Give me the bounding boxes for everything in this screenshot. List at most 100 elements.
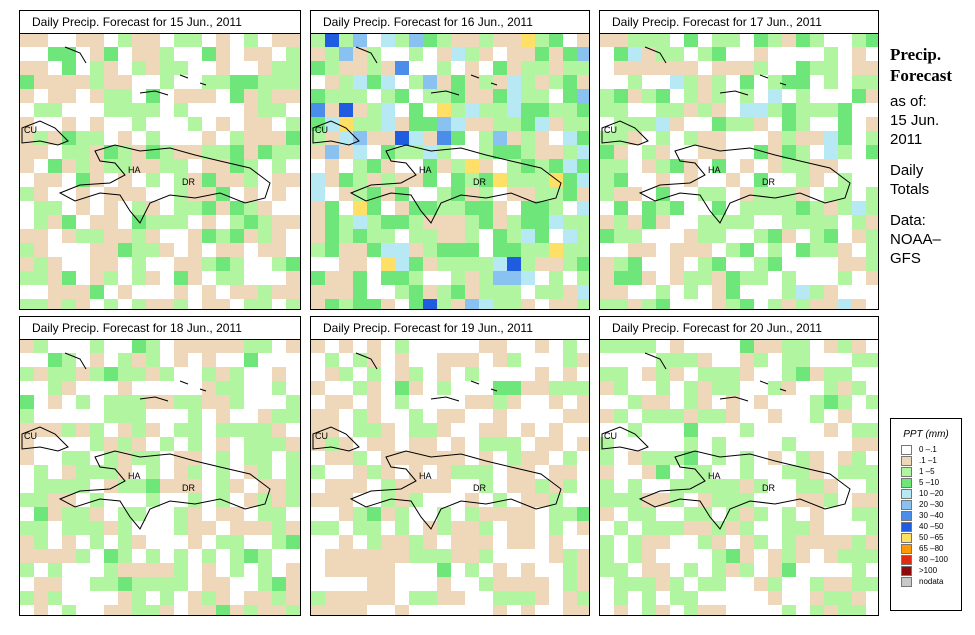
precip-cell: [810, 507, 824, 521]
precip-cell: [146, 395, 160, 409]
precip-cell: [409, 47, 423, 61]
precip-cell: [118, 229, 132, 243]
precip-cell: [244, 521, 258, 535]
precip-cell: [353, 479, 367, 493]
precip-cell: [132, 187, 146, 201]
precip-cell: [656, 61, 670, 75]
precip-cell: [479, 117, 493, 131]
precip-cell: [395, 605, 409, 615]
precip-cell: [104, 409, 118, 423]
precip-cell: [132, 605, 146, 615]
precip-cell: [118, 577, 132, 591]
precip-cell: [132, 103, 146, 117]
precip-cell: [698, 381, 712, 395]
precip-cell: [577, 47, 589, 61]
precip-cell: [244, 103, 258, 117]
precip-cell: [754, 271, 768, 285]
precip-cell: [549, 145, 563, 159]
legend-label: 50 –65: [919, 533, 944, 542]
precip-cell: [104, 61, 118, 75]
precip-cell: [507, 521, 521, 535]
precip-cell: [272, 577, 286, 591]
precip-cell: [48, 381, 62, 395]
precip-cell: [549, 423, 563, 437]
precip-cell: [353, 381, 367, 395]
precip-cell: [726, 409, 740, 423]
precip-cell: [272, 605, 286, 615]
precip-cell: [174, 479, 188, 493]
precip-cell: [132, 145, 146, 159]
precip-cell: [174, 145, 188, 159]
precip-cell: [395, 395, 409, 409]
precip-cell: [521, 521, 535, 535]
precip-cell: [521, 201, 535, 215]
precip-cell: [244, 187, 258, 201]
precip-cell: [656, 465, 670, 479]
precip-cell: [810, 451, 824, 465]
precip-cell: [866, 257, 878, 271]
coastline: [64, 46, 207, 96]
precip-cell: [188, 173, 202, 187]
coastline: [601, 426, 649, 452]
precip-cell: [437, 367, 451, 381]
precip-cell: [782, 367, 796, 381]
precip-cell: [507, 577, 521, 591]
precip-cell: [258, 563, 272, 577]
precip-cell: [216, 173, 230, 187]
coastline: [21, 120, 69, 146]
precip-cell: [244, 339, 258, 353]
precip-cell: [824, 131, 838, 145]
precip-cell: [642, 33, 656, 47]
precip-cell: [754, 33, 768, 47]
precip-cell: [230, 145, 244, 159]
precip-cell: [76, 395, 90, 409]
precip-cell: [48, 215, 62, 229]
precip-cell: [48, 367, 62, 381]
precip-cell: [90, 229, 104, 243]
precip-cell: [493, 339, 507, 353]
precip-cell: [726, 395, 740, 409]
precip-cell: [409, 243, 423, 257]
precip-cell: [90, 61, 104, 75]
precip-cell: [160, 591, 174, 605]
precip-cell: [782, 229, 796, 243]
precip-cell: [339, 479, 353, 493]
precip-cell: [754, 61, 768, 75]
legend-label: 10 –20: [919, 489, 944, 498]
country-label-cu: CU: [604, 431, 617, 441]
precip-cell: [549, 75, 563, 89]
legend-item: >100: [901, 565, 961, 576]
precip-cell: [90, 339, 104, 353]
precip-cell: [367, 243, 381, 257]
precip-cell: [216, 535, 230, 549]
precip-cell: [76, 145, 90, 159]
legend-item: .1 –1: [901, 455, 961, 466]
precip-cell: [325, 103, 339, 117]
precip-cell: [451, 451, 465, 465]
precip-cell: [656, 409, 670, 423]
precip-cell: [230, 229, 244, 243]
precip-cell: [118, 33, 132, 47]
precip-cell: [852, 299, 866, 309]
precip-cell: [535, 243, 549, 257]
precip-cell: [493, 229, 507, 243]
precip-cell: [866, 353, 878, 367]
precip-cell: [754, 229, 768, 243]
precip-cell: [824, 395, 838, 409]
precip-cell: [286, 271, 300, 285]
precip-cell: [866, 33, 878, 47]
precip-cell: [479, 423, 493, 437]
precip-cell: [726, 285, 740, 299]
country-label-ha: HA: [419, 165, 432, 175]
precip-cell: [339, 215, 353, 229]
precip-cell: [740, 117, 754, 131]
precip-cell: [34, 605, 48, 615]
precip-cell: [286, 285, 300, 299]
precip-cell: [423, 299, 437, 309]
precip-cell: [90, 215, 104, 229]
precip-cell: [258, 507, 272, 521]
precip-cell: [479, 465, 493, 479]
precip-cell: [521, 507, 535, 521]
precip-cell: [838, 243, 852, 257]
